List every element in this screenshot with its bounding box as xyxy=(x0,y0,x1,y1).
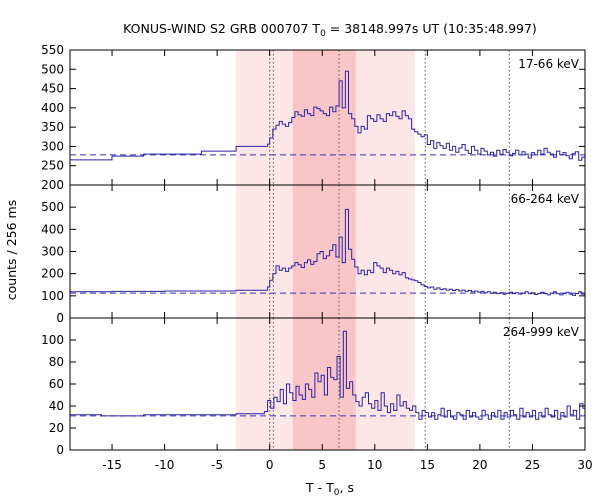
x-tick-label: 25 xyxy=(525,458,540,472)
y-tick-label: 300 xyxy=(41,245,64,259)
x-tick-label: 15 xyxy=(420,458,435,472)
y-tick-label: 100 xyxy=(41,333,64,347)
panel-3: 0 20 40 60 80 100 264-999 keV xyxy=(41,317,586,457)
chart-title: KONUS-WIND S2 GRB 000707 T0 = 38148.997s… xyxy=(123,21,537,39)
x-tick-label: 10 xyxy=(367,458,382,472)
y-tick-label: 200 xyxy=(41,178,64,192)
y-tick-label: 400 xyxy=(41,101,64,115)
y-tick-label: 350 xyxy=(41,120,64,134)
y-tick-label: 0 xyxy=(56,311,64,325)
y-tick-label: 100 xyxy=(41,289,64,303)
y-tick-label: 20 xyxy=(49,421,64,435)
light-curve-series xyxy=(70,70,586,162)
panel-1: 200 250 300 350 400 450 500 550 17-66 keV xyxy=(41,43,586,192)
x-tick-label: -10 xyxy=(155,458,175,472)
y-tick-label: 550 xyxy=(41,43,64,57)
shaded-interval-inner xyxy=(292,185,356,318)
energy-band-label: 17-66 keV xyxy=(518,57,580,71)
x-tick-label: 0 xyxy=(266,458,274,472)
y-tick-label: 40 xyxy=(49,399,64,413)
x-tick-label: -15 xyxy=(102,458,122,472)
y-tick-label: 80 xyxy=(49,355,64,369)
x-tick-label: 5 xyxy=(318,458,326,472)
energy-band-label: 264-999 keV xyxy=(503,325,580,339)
y-tick-label: 200 xyxy=(41,267,64,281)
x-tick-label: -5 xyxy=(211,458,223,472)
y-tick-label: 400 xyxy=(41,222,64,236)
light-curve-series xyxy=(70,330,586,420)
y-tick-label: 450 xyxy=(41,82,64,96)
y-tick-label: 250 xyxy=(41,159,64,173)
y-tick-label: 500 xyxy=(41,200,64,214)
y-tick-label: 0 xyxy=(56,443,64,457)
y-tick-label: 60 xyxy=(49,377,64,391)
panel-2: 0 100 200 300 400 500 66-264 keV xyxy=(41,184,586,325)
y-tick-label: 300 xyxy=(41,139,64,153)
shaded-interval-inner xyxy=(292,50,356,185)
x-tick-label: 20 xyxy=(472,458,487,472)
y-axis-label: counts / 256 ms xyxy=(4,200,19,300)
energy-band-label: 66-264 keV xyxy=(511,192,580,206)
y-tick-label: 500 xyxy=(41,62,64,76)
x-axis-label: T - T0, s xyxy=(305,480,354,498)
x-tick-label: 30 xyxy=(577,458,592,472)
light-curve-series xyxy=(70,208,586,296)
